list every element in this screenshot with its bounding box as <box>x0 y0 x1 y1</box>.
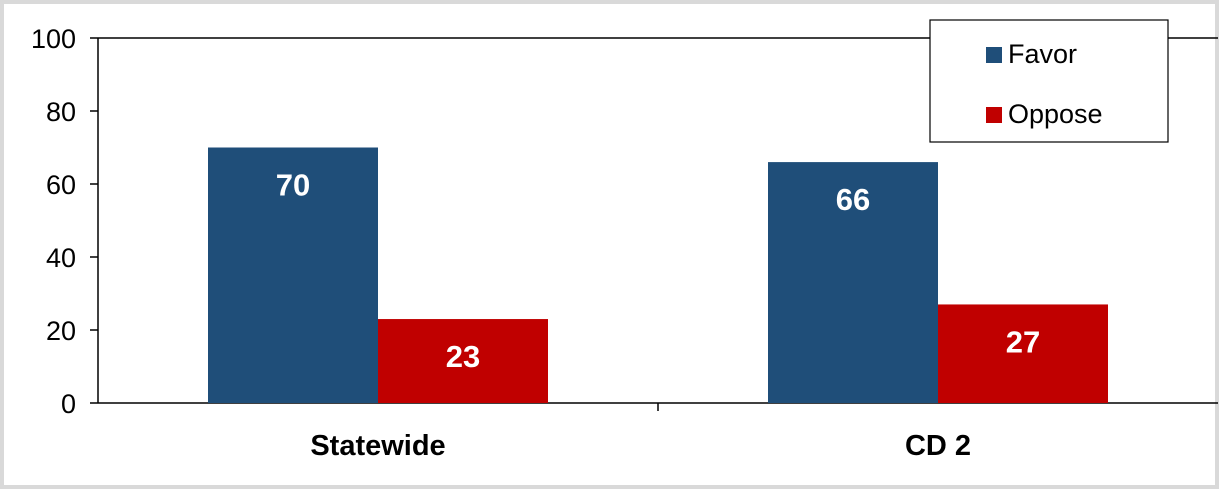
data-label: 27 <box>1006 324 1040 359</box>
y-tick-label: 40 <box>46 243 76 273</box>
y-tick-label: 100 <box>31 24 76 54</box>
y-tick-label: 20 <box>46 316 76 346</box>
legend: Favor Oppose <box>929 19 1169 143</box>
data-label: 66 <box>836 182 870 217</box>
x-category-label: CD 2 <box>905 430 971 462</box>
bar-oppose-statewide <box>378 319 548 403</box>
legend-swatch-favor <box>986 47 1002 63</box>
bars <box>208 147 1108 403</box>
x-axis: Statewide CD 2 <box>98 402 1218 462</box>
legend-label-oppose: Oppose <box>1008 99 1103 129</box>
legend-label-favor: Favor <box>1008 39 1077 69</box>
y-axis: 0 20 40 60 80 100 <box>31 24 99 419</box>
x-category-label: Statewide <box>310 430 445 462</box>
bar-oppose-cd-2 <box>938 304 1108 403</box>
bar-favor-cd-2 <box>768 162 938 403</box>
legend-box <box>929 19 1169 143</box>
y-tick-label: 60 <box>46 170 76 200</box>
data-labels: 70 23 66 27 <box>276 168 1040 375</box>
legend-swatch-oppose <box>986 107 1002 123</box>
y-tick-label: 0 <box>61 389 76 419</box>
data-label: 23 <box>446 339 480 374</box>
data-label: 70 <box>276 168 310 203</box>
y-tick-label: 80 <box>46 97 76 127</box>
bar-favor-statewide <box>208 147 378 403</box>
